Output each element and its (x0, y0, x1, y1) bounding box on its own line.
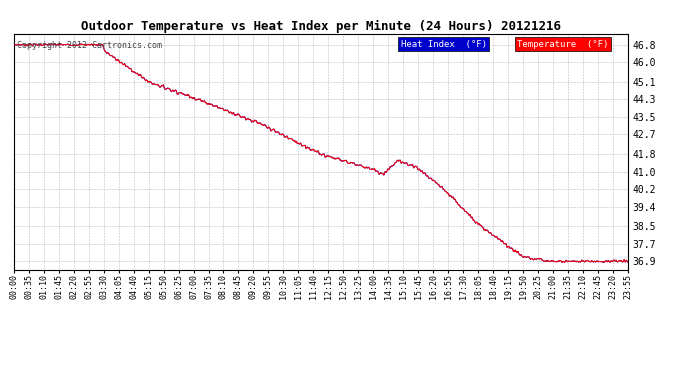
Text: Temperature  (°F): Temperature (°F) (518, 40, 609, 49)
Text: Copyright 2012 Cartronics.com: Copyright 2012 Cartronics.com (17, 41, 162, 50)
Text: Heat Index  (°F): Heat Index (°F) (401, 40, 486, 49)
Title: Outdoor Temperature vs Heat Index per Minute (24 Hours) 20121216: Outdoor Temperature vs Heat Index per Mi… (81, 20, 561, 33)
